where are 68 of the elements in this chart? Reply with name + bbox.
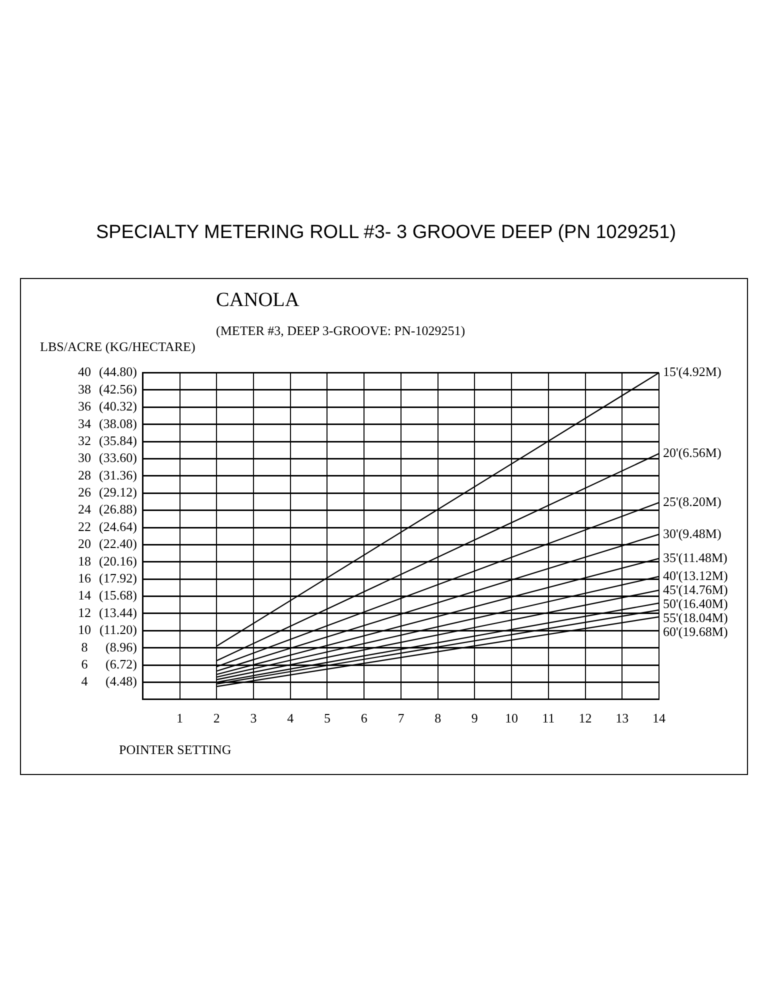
y2-tick-label: (33.60) [98,450,137,466]
y2-tick-label: (4.48) [105,674,137,689]
series-label: 60'(19.68M) [663,624,728,639]
y-tick-label: 36 [78,398,92,414]
y2-tick-label: (22.40) [98,536,137,552]
x-tick-label: 2 [213,710,220,726]
y-tick-label: 26 [78,484,92,500]
series-label: 20'(6.56M) [663,445,722,460]
series-label: 50'(16.40M) [663,596,728,611]
series-label: 45'(14.76M) [663,582,728,597]
chart-subtitle: CANOLA [216,289,300,312]
x-tick-label: 13 [616,710,629,726]
x-tick-label: 12 [578,710,592,726]
y-tick-label: 30 [78,450,91,466]
y2-tick-label: (35.84) [98,432,137,448]
y2-tick-label: (42.56) [98,381,137,396]
x-tick-label: 14 [652,710,666,726]
y2-tick-label: (20.16) [98,553,137,568]
y2-tick-label: (26.88) [98,502,137,517]
y-tick-label: 4 [81,674,88,689]
x-tick-label: 6 [360,710,368,726]
x-tick-label: 1 [176,710,184,726]
y-tick-label: 20 [78,536,91,552]
x-tick-label: 8 [434,710,442,726]
y-tick-label: 18 [78,553,91,568]
x-tick-label: 3 [250,710,257,726]
y2-tick-label: (44.80) [98,364,137,380]
y2-axis-title: (KG/HECTARE) [105,339,196,354]
y-tick-label: 22 [78,518,91,534]
series-label: 55'(18.04M) [663,610,728,625]
series-label: 25'(8.20M) [663,494,722,509]
y-tick-label: 38 [78,381,91,396]
y-tick-label: 28 [78,467,91,482]
y-tick-label: 14 [78,588,92,603]
chart-title: SPECIALTY METERING ROLL #3- 3 GROOVE DEEP (PN 1029251) [94,222,678,244]
y2-tick-label: (31.36) [98,467,137,482]
y-tick-label: 34 [78,416,92,431]
y-tick-label: 10 [78,622,91,638]
series-label: 40'(13.12M) [663,568,728,583]
x-tick-label: 4 [287,710,294,726]
y-tick-label: 16 [78,570,92,586]
y2-tick-label: (15.68) [98,588,137,603]
y2-tick-label: (11.20) [99,622,137,638]
y-tick-label: 6 [81,656,88,672]
x-tick-label: 10 [505,710,518,726]
series-label: 30'(9.48M) [663,526,722,541]
y-tick-label: 24 [78,502,92,517]
x-tick-label: 7 [398,710,405,726]
x-axis-title: POINTER SETTING [119,742,232,758]
y2-tick-label: (38.08) [98,416,137,431]
y-tick-label: 8 [81,639,88,654]
y2-tick-label: (24.64) [98,518,137,534]
y2-tick-label: (29.12) [98,484,137,500]
x-tick-label: 9 [471,710,478,726]
y-tick-label: 40 [78,364,91,380]
y-tick-label: 12 [78,604,91,620]
x-tick-label: 5 [324,710,330,726]
y2-tick-label: (13.44) [98,604,137,620]
series-label: 35'(11.48M) [663,550,728,565]
x-tick-label: 11 [542,710,555,726]
y2-tick-label: (8.96) [105,639,137,654]
series-label: 15'(4.92M) [663,364,722,380]
text: (METER #3, DEEP 3-GROOVE: PN-1029251) [216,323,466,339]
y-tick-label: 32 [78,432,91,448]
y2-tick-label: (6.72) [105,656,137,672]
y-axis-title: LBS/ACRE [40,339,102,354]
y2-tick-label: (17.92) [98,570,137,586]
y2-tick-label: (40.32) [98,398,137,414]
